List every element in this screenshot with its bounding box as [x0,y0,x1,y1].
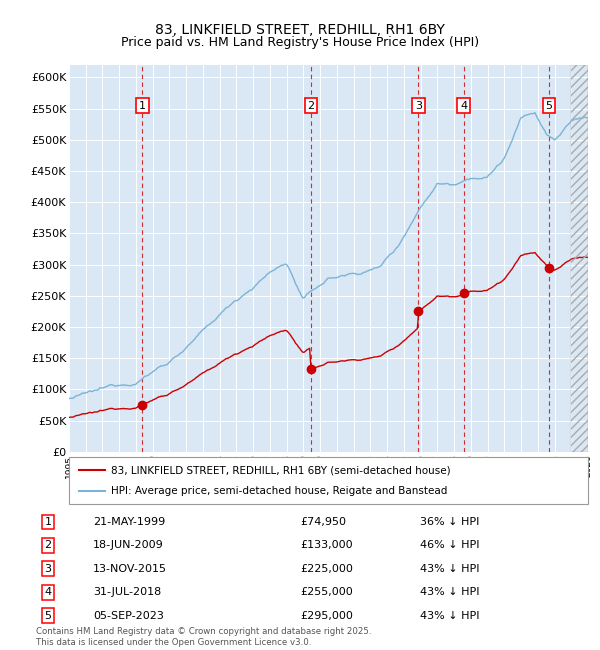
Text: 21-MAY-1999: 21-MAY-1999 [93,517,165,527]
Text: 3: 3 [415,101,422,111]
Text: 2: 2 [308,101,314,111]
Text: £225,000: £225,000 [300,564,353,574]
Text: 13-NOV-2015: 13-NOV-2015 [93,564,167,574]
Text: 83, LINKFIELD STREET, REDHILL, RH1 6BY: 83, LINKFIELD STREET, REDHILL, RH1 6BY [155,23,445,37]
Text: 43% ↓ HPI: 43% ↓ HPI [420,587,479,597]
Text: 05-SEP-2023: 05-SEP-2023 [93,610,164,621]
Text: £133,000: £133,000 [300,540,353,551]
Text: Contains HM Land Registry data © Crown copyright and database right 2025.
This d: Contains HM Land Registry data © Crown c… [36,627,371,647]
Text: 36% ↓ HPI: 36% ↓ HPI [420,517,479,527]
Text: 4: 4 [44,587,52,597]
FancyBboxPatch shape [69,457,588,504]
Text: 5: 5 [545,101,553,111]
Text: 43% ↓ HPI: 43% ↓ HPI [420,564,479,574]
Text: 2: 2 [44,540,52,551]
Text: 1: 1 [139,101,146,111]
Text: 3: 3 [44,564,52,574]
Text: 43% ↓ HPI: 43% ↓ HPI [420,610,479,621]
Text: HPI: Average price, semi-detached house, Reigate and Banstead: HPI: Average price, semi-detached house,… [110,486,447,496]
Text: 31-JUL-2018: 31-JUL-2018 [93,587,161,597]
Text: £255,000: £255,000 [300,587,353,597]
Text: £295,000: £295,000 [300,610,353,621]
Text: £74,950: £74,950 [300,517,346,527]
Text: 18-JUN-2009: 18-JUN-2009 [93,540,164,551]
Text: 46% ↓ HPI: 46% ↓ HPI [420,540,479,551]
Text: Price paid vs. HM Land Registry's House Price Index (HPI): Price paid vs. HM Land Registry's House … [121,36,479,49]
Text: 5: 5 [44,610,52,621]
Text: 4: 4 [460,101,467,111]
Text: 83, LINKFIELD STREET, REDHILL, RH1 6BY (semi-detached house): 83, LINKFIELD STREET, REDHILL, RH1 6BY (… [110,465,450,475]
Text: 1: 1 [44,517,52,527]
